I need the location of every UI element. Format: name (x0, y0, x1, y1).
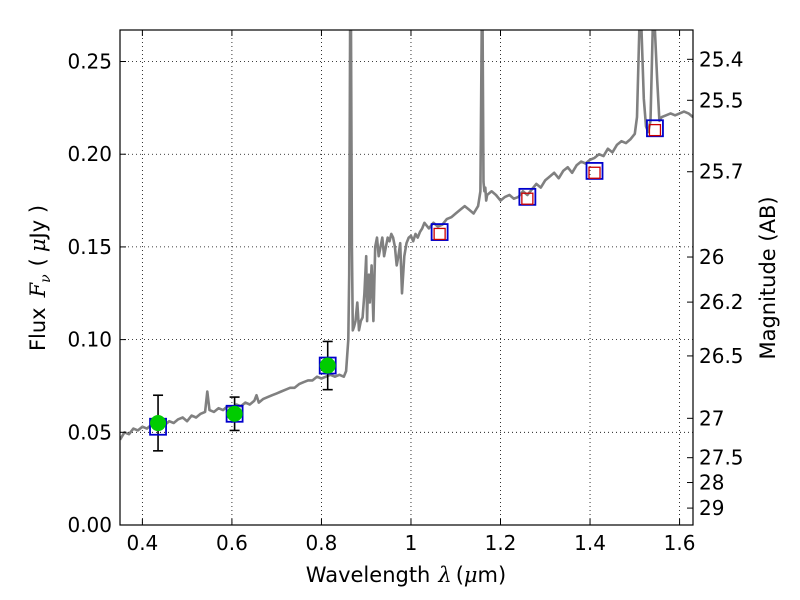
observed-point (319, 357, 336, 374)
upper-limit-point (433, 227, 446, 241)
y2-axis-label: Magnitude (AB) (756, 196, 780, 359)
tick-layer: 0.4 0.6 0.8 1 1.2 1.4 1.6 0.00 0.05 0.10 0.15 0.20 0… (67, 30, 744, 555)
y-axis-unit-mu: μ (26, 238, 50, 252)
x-axis-lambda: λ (437, 563, 451, 587)
observed-point (226, 405, 243, 422)
y-tick-label: 0.15 (67, 235, 112, 259)
y-axis-unit-rest: Jy ) (26, 205, 50, 241)
y-axis-label: Flux Fν ( μJy ) (26, 205, 54, 351)
y-tick-label: 0.25 (67, 50, 112, 74)
y2-tick-label: 27.5 (699, 446, 744, 470)
y2-tick-label: 25.4 (699, 47, 744, 71)
x-tick-label: 0.6 (216, 531, 248, 555)
x-axis-label-text: Wavelength (306, 563, 431, 587)
spectrum-line (120, 30, 693, 441)
upper-limit-point (648, 123, 662, 137)
points-layer (149, 119, 664, 452)
y-axis-subscript: ν (38, 274, 54, 283)
y2-tick-label: 26.2 (699, 290, 744, 314)
x-tick-label: 1.4 (574, 531, 606, 555)
y2-tick-label: 29 (699, 496, 724, 520)
x-axis-unit-mu: μ (464, 563, 478, 587)
x-axis-unit-rest: m) (478, 563, 507, 587)
x-tick-label: 1 (405, 531, 418, 555)
spectrum-layer (120, 30, 693, 441)
x-axis-label: Wavelength λ (μm) (306, 563, 506, 587)
y-tick-label: 0.05 (67, 420, 112, 444)
y-tick-label: 0.00 (67, 513, 112, 537)
y2-tick-label: 27 (699, 406, 724, 430)
x-tick-label: 0.8 (306, 531, 338, 555)
y2-tick-label: 25.5 (699, 88, 744, 112)
x-tick-label: 0.4 (126, 531, 158, 555)
upper-limit-point (521, 192, 534, 205)
y-axis-symbol: F (26, 281, 50, 298)
y2-tick-label: 26 (699, 245, 724, 269)
upper-limit-point (588, 166, 601, 179)
x-tick-label: 1.2 (485, 531, 517, 555)
y-axis-label-text: Flux (26, 307, 50, 351)
y2-tick-label: 26.5 (699, 344, 744, 368)
y-tick-label: 0.20 (67, 142, 112, 166)
plot-frame (119, 29, 694, 526)
y2-tick-label: 25.7 (699, 160, 744, 184)
grid-lines (120, 30, 693, 526)
y-tick-label: 0.10 (67, 328, 112, 352)
observed-point (150, 415, 167, 432)
y-axis-unit-open: ( (26, 258, 50, 266)
x-tick-label: 1.6 (664, 531, 696, 555)
x-axis-unit-open: ( (456, 563, 464, 587)
y2-tick-label: 28 (699, 471, 724, 495)
